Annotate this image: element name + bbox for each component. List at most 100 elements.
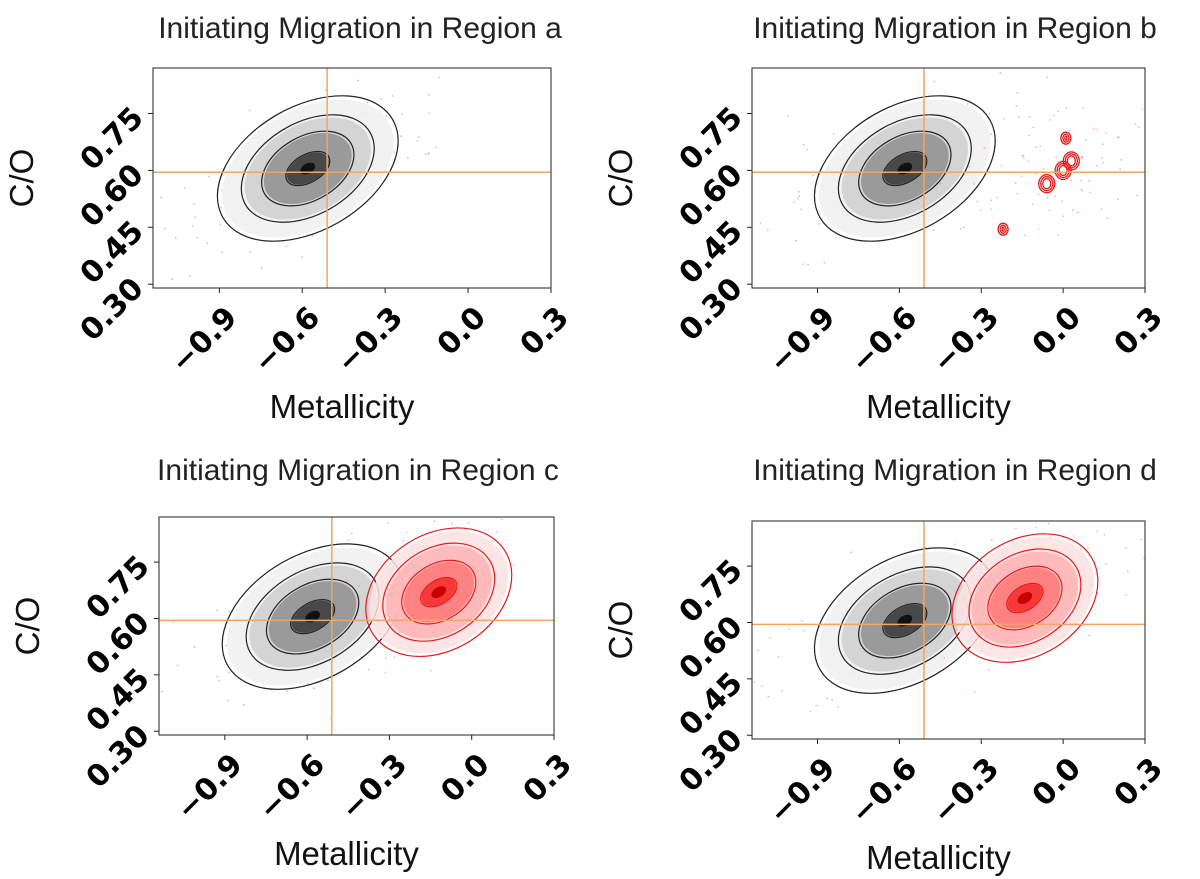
- contour-line: [837, 114, 972, 223]
- scatter-point: [1087, 547, 1089, 550]
- scatter-point: [1039, 145, 1042, 148]
- scatter-point: [380, 98, 383, 101]
- scatter-point: [1088, 634, 1091, 637]
- scatter-point: [802, 263, 805, 266]
- scatter-point: [495, 530, 498, 533]
- series-migrated: [939, 107, 1149, 237]
- y-tick-label: 0.30: [673, 271, 750, 348]
- scatter-point: [1027, 160, 1030, 163]
- scatter-point: [1046, 76, 1049, 79]
- scatter-point: [1053, 114, 1055, 117]
- scatter-point: [1056, 110, 1059, 113]
- scatter-point: [260, 267, 263, 269]
- scatter-point: [797, 190, 800, 193]
- scatter-point: [823, 261, 826, 264]
- scatter-point: [1134, 123, 1137, 126]
- series-baseline: [160, 76, 441, 281]
- scatter-point: [393, 151, 395, 154]
- scatter-point: [367, 668, 370, 671]
- x-tick-label: −0.9: [762, 751, 842, 831]
- scatter-point: [1028, 116, 1031, 118]
- scatter-point: [1104, 563, 1107, 566]
- density-peak: [300, 162, 316, 175]
- scatter-point: [206, 242, 209, 245]
- x-axis-label: Metallicity: [866, 839, 1011, 876]
- scatter-point: [216, 675, 219, 678]
- scatter-point: [1016, 92, 1019, 94]
- scatter-point: [983, 146, 986, 149]
- contour-line: [1042, 178, 1052, 190]
- contour-line: [1038, 174, 1056, 194]
- scatter-point: [1147, 124, 1149, 126]
- scatter-point: [959, 228, 962, 230]
- scatter-point: [1077, 211, 1080, 214]
- scatter-point: [351, 600, 354, 603]
- scatter-point: [932, 229, 935, 232]
- scatter-point: [933, 80, 936, 83]
- scatter-point: [815, 704, 818, 707]
- density-peak: [897, 614, 913, 627]
- scatter-point: [161, 690, 164, 693]
- scatter-point: [501, 518, 503, 521]
- scatter-point: [837, 705, 839, 708]
- scatter-point: [405, 531, 408, 534]
- scatter-point: [1055, 156, 1057, 159]
- scatter-point: [801, 619, 803, 622]
- scatter-point: [416, 139, 419, 142]
- x-axis-label: Metallicity: [274, 835, 419, 872]
- scatter-point: [1125, 547, 1128, 549]
- scatter-point: [1067, 510, 1069, 512]
- y-tick-label: 0.30: [80, 718, 157, 795]
- scatter-point: [152, 669, 154, 671]
- scatter-point: [1088, 179, 1091, 182]
- contour-line: [997, 222, 1009, 236]
- scatter-point: [226, 699, 229, 702]
- scatter-point: [1100, 208, 1103, 211]
- scatter-point: [1095, 530, 1098, 533]
- contour-line: [999, 224, 1007, 234]
- scatter-point: [990, 133, 993, 136]
- scatter-point: [1060, 200, 1063, 202]
- scatter-point: [962, 226, 965, 229]
- scatter-point: [1116, 136, 1119, 139]
- y-tick-label: 0.45: [74, 214, 151, 291]
- scatter-point: [1012, 540, 1015, 543]
- scatter-point: [797, 197, 800, 200]
- scatter-point: [1142, 557, 1145, 559]
- scatter-point: [803, 629, 806, 632]
- scatter-point: [219, 224, 222, 226]
- contour-line: [1060, 131, 1072, 145]
- contour-line: [1058, 164, 1068, 177]
- contour-line: [265, 578, 360, 655]
- x-tick-label: −0.9: [170, 747, 250, 827]
- axes-frame: [152, 67, 552, 289]
- scatter-point: [427, 93, 430, 96]
- contour-line: [365, 527, 513, 658]
- scatter-point: [753, 681, 756, 684]
- scatter-point: [163, 227, 166, 230]
- scatter-point: [988, 112, 991, 115]
- scatter-point: [818, 223, 820, 225]
- contour-line: [882, 150, 928, 187]
- scatter-point: [324, 88, 327, 91]
- x-tick-label: 0.3: [517, 747, 579, 809]
- scatter-point: [352, 512, 354, 514]
- contour-line: [882, 602, 928, 639]
- series-baseline: [152, 522, 482, 720]
- scatter-point: [391, 94, 394, 97]
- y-axis-label: C/O: [3, 149, 40, 208]
- x-tick-label: −0.6: [247, 300, 327, 380]
- scatter-point: [945, 597, 948, 600]
- scatter-point: [1016, 192, 1019, 195]
- scatter-point: [172, 620, 175, 623]
- scatter-point: [1102, 143, 1104, 145]
- scatter-point: [366, 101, 369, 104]
- scatter-point: [562, 582, 564, 584]
- scatter-point: [401, 539, 404, 542]
- chart-panel-3: Initiating Migration in Region c −0.9 −0.6…: [9, 454, 579, 872]
- scatter-point: [1119, 167, 1121, 170]
- scatter-point: [401, 113, 404, 116]
- y-axis-label: C/O: [602, 149, 639, 208]
- chart-title: Initiating Migration in Region d: [753, 454, 1157, 487]
- scatter-point: [1117, 198, 1119, 201]
